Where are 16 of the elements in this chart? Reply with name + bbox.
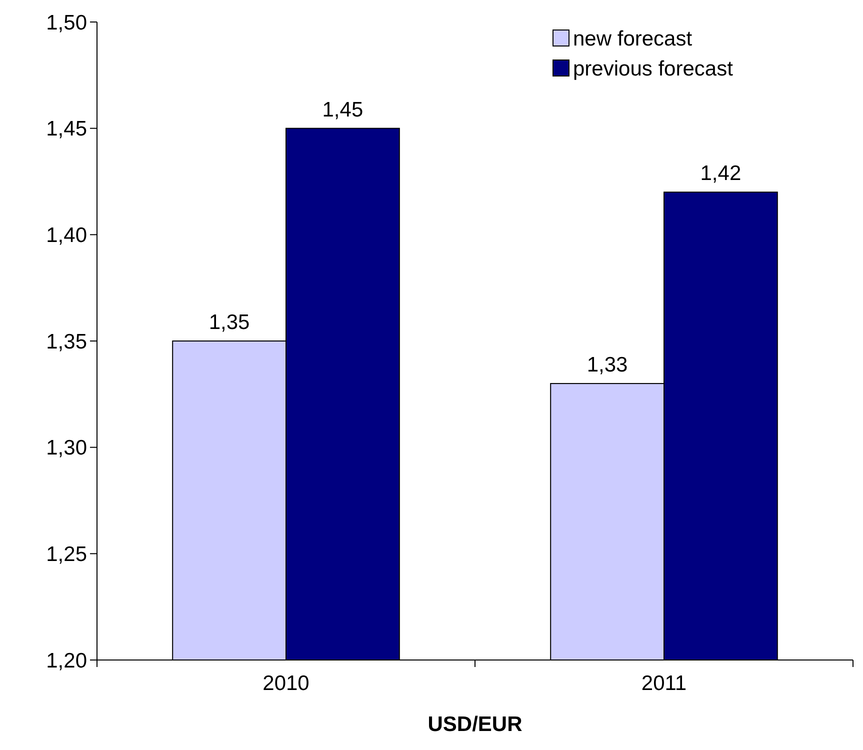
y-tick-label: 1,25 [46, 543, 87, 566]
data-label: 1,45 [322, 98, 364, 122]
legend-label: previous forecast [573, 57, 734, 80]
y-tick-label: 1,35 [46, 330, 87, 354]
data-label: 1,42 [700, 162, 742, 186]
y-tick-label: 1,20 [46, 649, 87, 672]
x-axis-title: USD/EUR [428, 713, 522, 736]
data-label: 1,33 [586, 354, 628, 377]
x-tick-label: 2011 [641, 672, 687, 695]
data-label: 1,35 [208, 311, 250, 334]
y-tick-label: 1,40 [46, 224, 87, 248]
y-tick-label: 1,50 [46, 11, 87, 34]
y-tick-label: 1,45 [46, 118, 87, 141]
legend-label: new forecast [573, 27, 692, 50]
x-tick-label: 2010 [262, 672, 310, 695]
y-tick-label: 1,30 [46, 436, 87, 460]
